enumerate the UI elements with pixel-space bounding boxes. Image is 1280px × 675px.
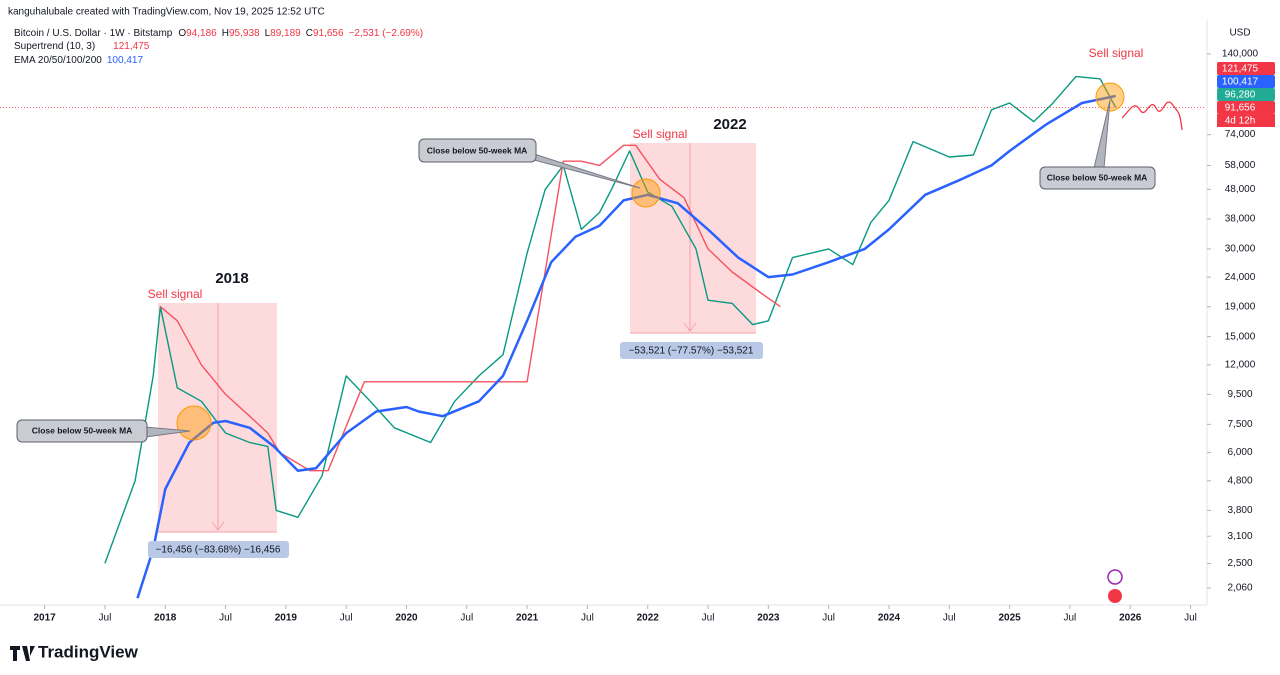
price-tag xyxy=(1217,62,1275,76)
legend-name: EMA 20/50/100/200 xyxy=(14,55,102,66)
credit: kanguhalubale created with TradingView.c… xyxy=(8,7,325,18)
price-tag-label: 121,475 xyxy=(1222,64,1259,75)
y-tick-label: 30,000 xyxy=(1225,244,1256,255)
ohlc-key: C xyxy=(306,28,313,39)
y-tick-label: 7,500 xyxy=(1227,419,1252,430)
legend-name: Supertrend (10, 3) xyxy=(14,41,95,52)
x-tick-label: Jul xyxy=(460,613,473,624)
callout-box xyxy=(1039,166,1156,190)
y-tick-label: 3,100 xyxy=(1227,531,1252,542)
legend-entry: EMA 20/50/100/200 100,417 xyxy=(14,55,143,66)
x-tick-label: 2019 xyxy=(275,613,298,624)
ohlc-value: 91,656 xyxy=(313,28,344,39)
sell-signal: Sell signal xyxy=(633,127,688,141)
countdown-label: 4d 12h xyxy=(1225,116,1256,127)
y-tick-label: 2,060 xyxy=(1227,583,1252,594)
x-tick-label: 2024 xyxy=(878,613,901,624)
y-tick-label: 15,000 xyxy=(1225,331,1256,342)
legend-name: Bitcoin / U.S. Dollar · 1W · Bitstamp xyxy=(14,28,173,39)
measure-label: −53,521 (−77.57%) −53,521 xyxy=(629,346,754,357)
countdown-tag xyxy=(1217,114,1275,128)
x-tick-label: Jul xyxy=(99,613,112,624)
legend-entry: Supertrend (10, 3) 121,475 xyxy=(14,41,150,52)
measure-arrowhead xyxy=(683,322,697,332)
x-tick-label: Jul xyxy=(822,613,835,624)
ohlc-key: O xyxy=(178,28,186,39)
sell-signal: Sell signal xyxy=(1089,46,1144,60)
y-tick-label: 58,000 xyxy=(1225,160,1256,171)
x-tick-label: 2023 xyxy=(757,613,780,624)
y-tick-label: 74,000 xyxy=(1225,129,1256,140)
highlight xyxy=(631,178,661,208)
legend-value: 121,475 xyxy=(113,41,150,52)
ohlc-key: H xyxy=(222,28,229,39)
highlight xyxy=(176,405,212,441)
y-tick-label: 24,000 xyxy=(1225,272,1256,283)
brand: TradingView xyxy=(38,642,139,661)
x-tick-label: Jul xyxy=(702,613,715,624)
price-tag-label: 91,656 xyxy=(1225,103,1256,114)
y-tick-label: 12,000 xyxy=(1225,360,1256,371)
y-tick-label: 9,500 xyxy=(1227,389,1252,400)
sell-signal: Sell signal xyxy=(148,287,203,301)
projection-sketch xyxy=(1121,101,1183,131)
ohlc-value: 89,189 xyxy=(270,28,301,39)
series-line xyxy=(159,144,781,472)
x-tick-label: Jul xyxy=(943,613,956,624)
x-tick-label: 2018 xyxy=(154,613,177,624)
y-tick-label: 48,000 xyxy=(1225,184,1256,195)
price-tag xyxy=(1217,75,1275,89)
x-tick-label: 2026 xyxy=(1119,613,1142,624)
ohlc-value: 94,186 xyxy=(186,28,217,39)
series-line xyxy=(104,75,1117,564)
currency: USD xyxy=(1229,28,1250,39)
legend-entry: Bitcoin / U.S. Dollar · 1W · Bitstamp O94… xyxy=(14,28,423,39)
series-line xyxy=(136,94,1116,599)
x-tick-label: Jul xyxy=(1184,613,1197,624)
year-label: 2022 xyxy=(713,116,746,133)
change: −2,531 (−2.69%) xyxy=(349,28,424,39)
measure-range xyxy=(630,143,756,333)
x-tick-label: Jul xyxy=(219,613,232,624)
highlight xyxy=(1095,82,1125,112)
x-tick-label: 2025 xyxy=(998,613,1021,624)
event-icon[interactable] xyxy=(1108,589,1122,603)
x-tick-label: 2020 xyxy=(395,613,418,624)
x-tick-label: 2017 xyxy=(34,613,57,624)
callout-text: Close below 50-week MA xyxy=(427,145,528,155)
measure-arrowhead xyxy=(211,521,225,531)
price-tag-label: 100,417 xyxy=(1222,77,1259,88)
y-tick-label: 19,000 xyxy=(1225,301,1256,312)
price-tag xyxy=(1217,101,1275,115)
y-tick-label: 140,000 xyxy=(1222,49,1259,60)
x-tick-label: Jul xyxy=(1064,613,1077,624)
brand-logo xyxy=(10,646,35,661)
measure-label-box xyxy=(620,342,763,359)
callout-box xyxy=(418,138,537,163)
y-tick-label: 4,800 xyxy=(1227,475,1252,486)
measure-label: −16,456 (−83.68%) −16,456 xyxy=(156,545,281,556)
x-tick-label: 2021 xyxy=(516,613,539,624)
year-label: 2018 xyxy=(215,270,248,287)
x-tick-label: 2022 xyxy=(637,613,660,624)
event-icon[interactable] xyxy=(1107,569,1123,585)
price-tag-label: 96,280 xyxy=(1225,90,1256,101)
measure-label-box xyxy=(148,541,289,558)
ohlc-value: 95,938 xyxy=(229,28,260,39)
ohlc-key: L xyxy=(265,28,271,39)
y-tick-label: 2,500 xyxy=(1227,558,1252,569)
legend-value: 100,417 xyxy=(107,55,144,66)
y-tick-label: 38,000 xyxy=(1225,214,1256,225)
callout-text: Close below 50-week MA xyxy=(32,425,133,435)
x-tick-label: Jul xyxy=(340,613,353,624)
y-tick-label: 6,000 xyxy=(1227,447,1252,458)
callout-text: Close below 50-week MA xyxy=(1047,172,1148,182)
annotation-layer: kanguhalubale created with TradingView.c… xyxy=(8,7,1275,661)
data-layer xyxy=(0,75,1205,599)
callout-box xyxy=(16,419,148,443)
y-tick-label: 3,800 xyxy=(1227,505,1252,516)
x-tick-label: Jul xyxy=(581,613,594,624)
price-tag xyxy=(1217,88,1275,102)
